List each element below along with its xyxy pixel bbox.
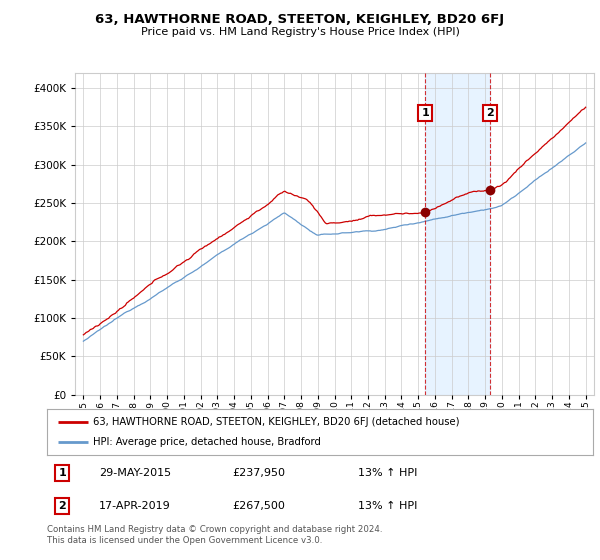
Text: 13% ↑ HPI: 13% ↑ HPI xyxy=(358,501,418,511)
Text: £267,500: £267,500 xyxy=(232,501,286,511)
Text: 13% ↑ HPI: 13% ↑ HPI xyxy=(358,468,418,478)
Text: £237,950: £237,950 xyxy=(232,468,286,478)
Text: 29-MAY-2015: 29-MAY-2015 xyxy=(98,468,171,478)
Text: Contains HM Land Registry data © Crown copyright and database right 2024.
This d: Contains HM Land Registry data © Crown c… xyxy=(47,525,382,545)
Bar xyxy=(425,73,490,395)
Text: HPI: Average price, detached house, Bradford: HPI: Average price, detached house, Brad… xyxy=(93,437,321,447)
Text: 1: 1 xyxy=(58,468,66,478)
Text: 63, HAWTHORNE ROAD, STEETON, KEIGHLEY, BD20 6FJ (detached house): 63, HAWTHORNE ROAD, STEETON, KEIGHLEY, B… xyxy=(93,417,460,427)
Bar xyxy=(586,73,594,395)
Text: 63, HAWTHORNE ROAD, STEETON, KEIGHLEY, BD20 6FJ: 63, HAWTHORNE ROAD, STEETON, KEIGHLEY, B… xyxy=(95,13,505,26)
Text: 1: 1 xyxy=(421,108,429,118)
Text: 17-APR-2019: 17-APR-2019 xyxy=(98,501,170,511)
Text: 2: 2 xyxy=(58,501,66,511)
Text: Price paid vs. HM Land Registry's House Price Index (HPI): Price paid vs. HM Land Registry's House … xyxy=(140,27,460,37)
Text: 2: 2 xyxy=(486,108,494,118)
